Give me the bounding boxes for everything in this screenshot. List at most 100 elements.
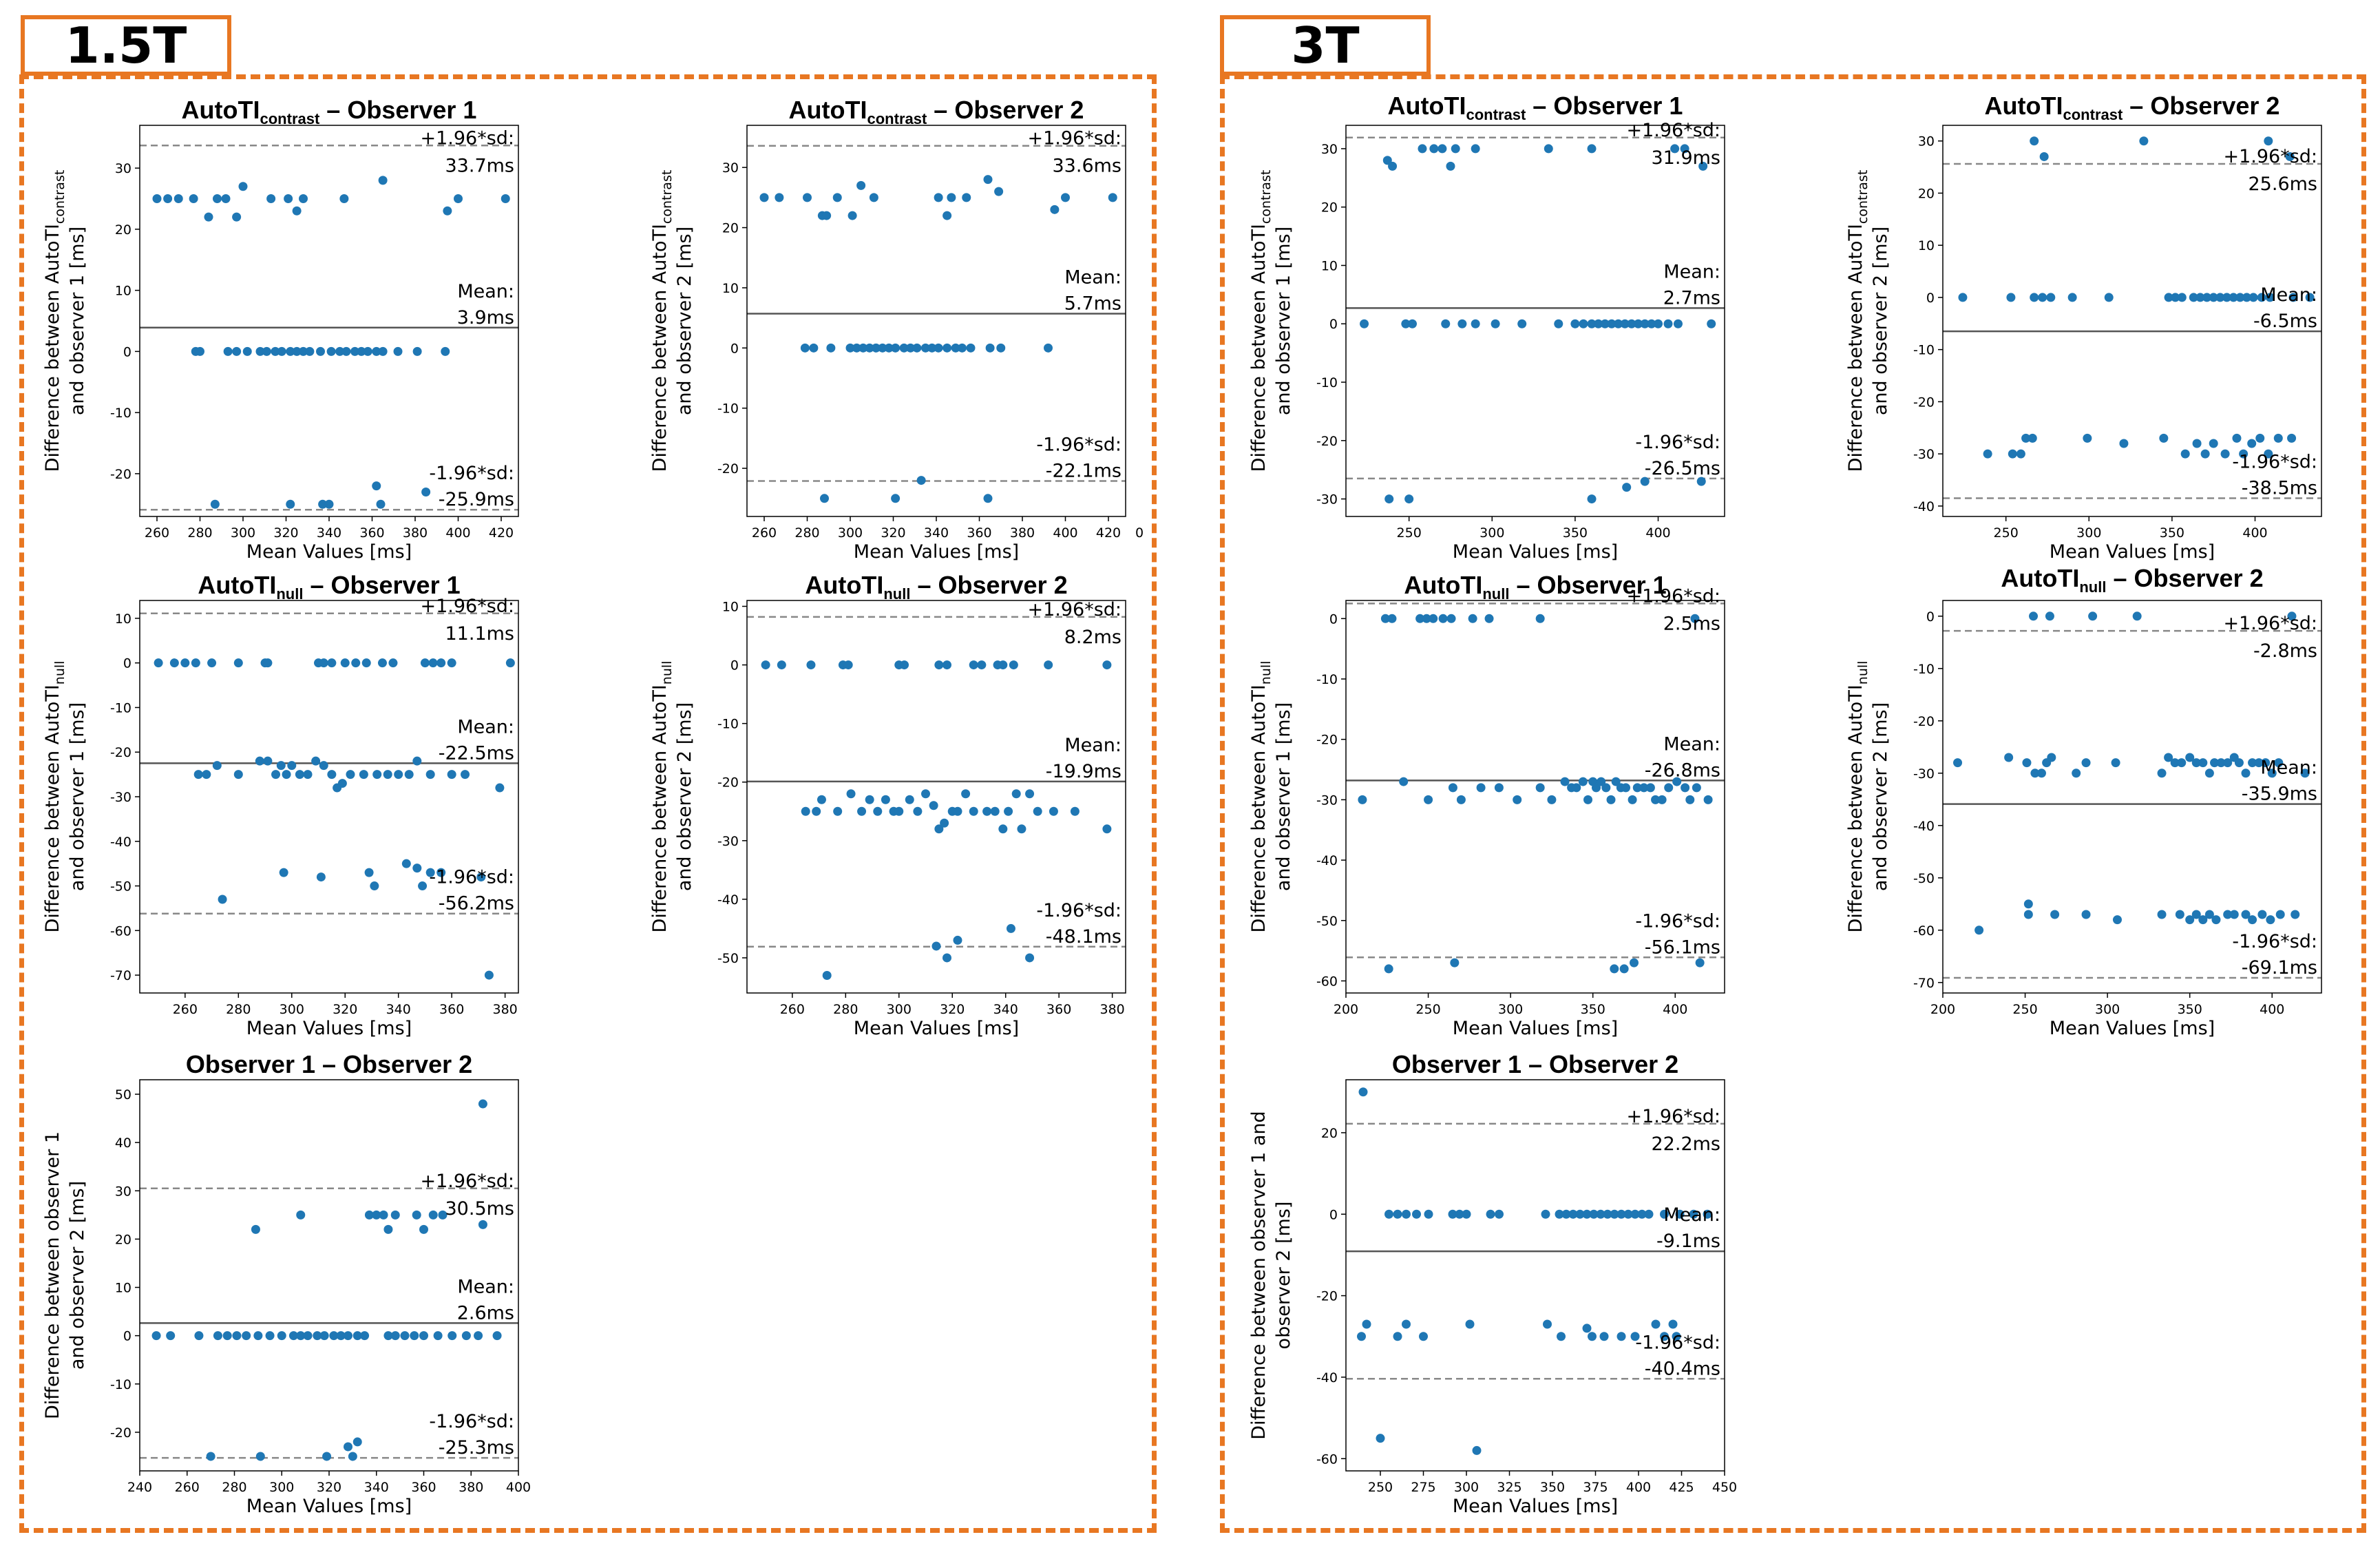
data-point <box>2229 910 2239 919</box>
data-point <box>2180 449 2190 459</box>
x-tick-label: 250 <box>1368 1480 1393 1495</box>
y-axis-label-subscript: null <box>660 661 675 685</box>
x-tick-label: 380 <box>1100 1002 1125 1017</box>
data-point <box>378 176 388 185</box>
data-point <box>1673 319 1683 328</box>
mean-label: Mean: <box>457 281 514 302</box>
x-tick-label: 360 <box>1046 1002 1071 1017</box>
data-point <box>2232 433 2242 443</box>
data-point <box>1698 161 1708 171</box>
data-point <box>2229 293 2238 302</box>
data-point <box>2192 439 2202 448</box>
data-point <box>379 1210 388 1220</box>
data-point <box>419 1224 428 1234</box>
lower-limit-label: -1.96*sd: <box>1036 900 1121 921</box>
data-point <box>894 806 904 816</box>
chart-title-rest: – Observer 1 <box>319 96 476 124</box>
y-tick-label: 0 <box>123 1329 131 1344</box>
data-point <box>266 194 276 203</box>
data-point <box>962 193 971 202</box>
data-point <box>1384 494 1394 504</box>
data-point <box>878 343 887 353</box>
data-point <box>163 194 173 203</box>
lower-limit-value: -26.5ms <box>1645 458 1720 479</box>
chart-title: AutoTInull – Observer 2 <box>2001 564 2263 596</box>
data-point <box>383 1331 393 1341</box>
data-point <box>193 770 203 780</box>
data-point <box>2235 293 2245 302</box>
data-point <box>761 660 770 670</box>
data-point <box>2287 611 2297 621</box>
data-point <box>940 818 949 828</box>
lower-limit-label: -1.96*sd: <box>1635 432 1720 453</box>
data-point <box>1670 144 1680 154</box>
data-point <box>2021 433 2031 443</box>
data-point <box>299 346 308 356</box>
data-point <box>881 795 890 804</box>
data-point <box>1629 958 1639 967</box>
y-axis-label-line-1: Difference between AutoTInull <box>1845 661 1871 933</box>
y-tick-label: -50 <box>110 879 131 895</box>
data-point <box>2285 151 2295 161</box>
y-axis-label-line-1: Difference between observer 1 <box>42 1131 63 1419</box>
x-tick-label: 400 <box>2260 1002 2284 1017</box>
data-point <box>1611 777 1621 786</box>
data-point <box>410 1331 419 1341</box>
x-axis-label: Mean Values [ms] <box>246 541 412 563</box>
data-point <box>210 499 220 509</box>
y-tick-label: -50 <box>717 951 739 966</box>
x-tick-label: 275 <box>1411 1480 1435 1495</box>
data-point <box>436 658 446 668</box>
data-point <box>393 346 403 356</box>
chart-title-main: AutoTI <box>1985 92 2063 120</box>
data-point <box>1472 1445 1482 1455</box>
data-point <box>1494 783 1504 793</box>
x-tick-label: 350 <box>1563 525 1588 541</box>
y-tick-label: 10 <box>115 611 131 627</box>
data-point <box>1108 193 1117 202</box>
y-tick-label: -20 <box>1316 733 1338 748</box>
data-point <box>2189 293 2198 302</box>
data-point <box>412 864 422 873</box>
data-point <box>1561 1209 1571 1219</box>
data-point <box>206 1452 215 1461</box>
data-point <box>916 476 926 485</box>
x-tick-label: 340 <box>924 525 949 541</box>
data-point <box>2081 758 2091 768</box>
y-tick-label: 10 <box>722 281 739 296</box>
upper-limit-value: 33.6ms <box>1053 156 1122 177</box>
plot-frame <box>1345 1079 1725 1472</box>
data-point <box>1412 1209 1421 1219</box>
data-point <box>286 346 295 356</box>
data-point <box>1070 806 1080 816</box>
data-point <box>822 970 832 980</box>
data-point <box>809 343 819 353</box>
chart-title-main: Observer 1 – Observer 2 <box>1392 1050 1678 1078</box>
data-point <box>1587 319 1597 328</box>
data-point <box>1657 795 1667 804</box>
chart-title-main: AutoTI <box>2001 564 2079 592</box>
y-tick-label: -20 <box>110 467 131 482</box>
y-axis-label-subscript: contrast <box>1259 170 1274 224</box>
data-point <box>2204 768 2214 778</box>
data-point <box>1543 1319 1552 1329</box>
data-point <box>1623 1209 1633 1219</box>
data-point <box>1360 319 1369 328</box>
data-point <box>326 346 336 356</box>
upper-limit-value: -2.8ms <box>2253 640 2317 662</box>
data-point <box>292 206 302 216</box>
mean-label: Mean: <box>457 716 514 738</box>
y-axis-label-text: Difference between observer 1 and <box>1248 1111 1270 1439</box>
data-point <box>1620 319 1630 328</box>
data-point <box>316 346 325 356</box>
data-point <box>305 346 315 356</box>
data-point <box>2202 293 2212 302</box>
lower-limit-value: -25.9ms <box>439 489 514 510</box>
y-tick-label: -70 <box>1913 976 1935 991</box>
data-point <box>2254 758 2264 768</box>
data-point <box>1404 494 1414 504</box>
data-point <box>1357 1332 1366 1341</box>
data-point <box>1448 783 1457 793</box>
data-point <box>299 194 308 203</box>
y-tick-label: 40 <box>115 1136 131 1151</box>
